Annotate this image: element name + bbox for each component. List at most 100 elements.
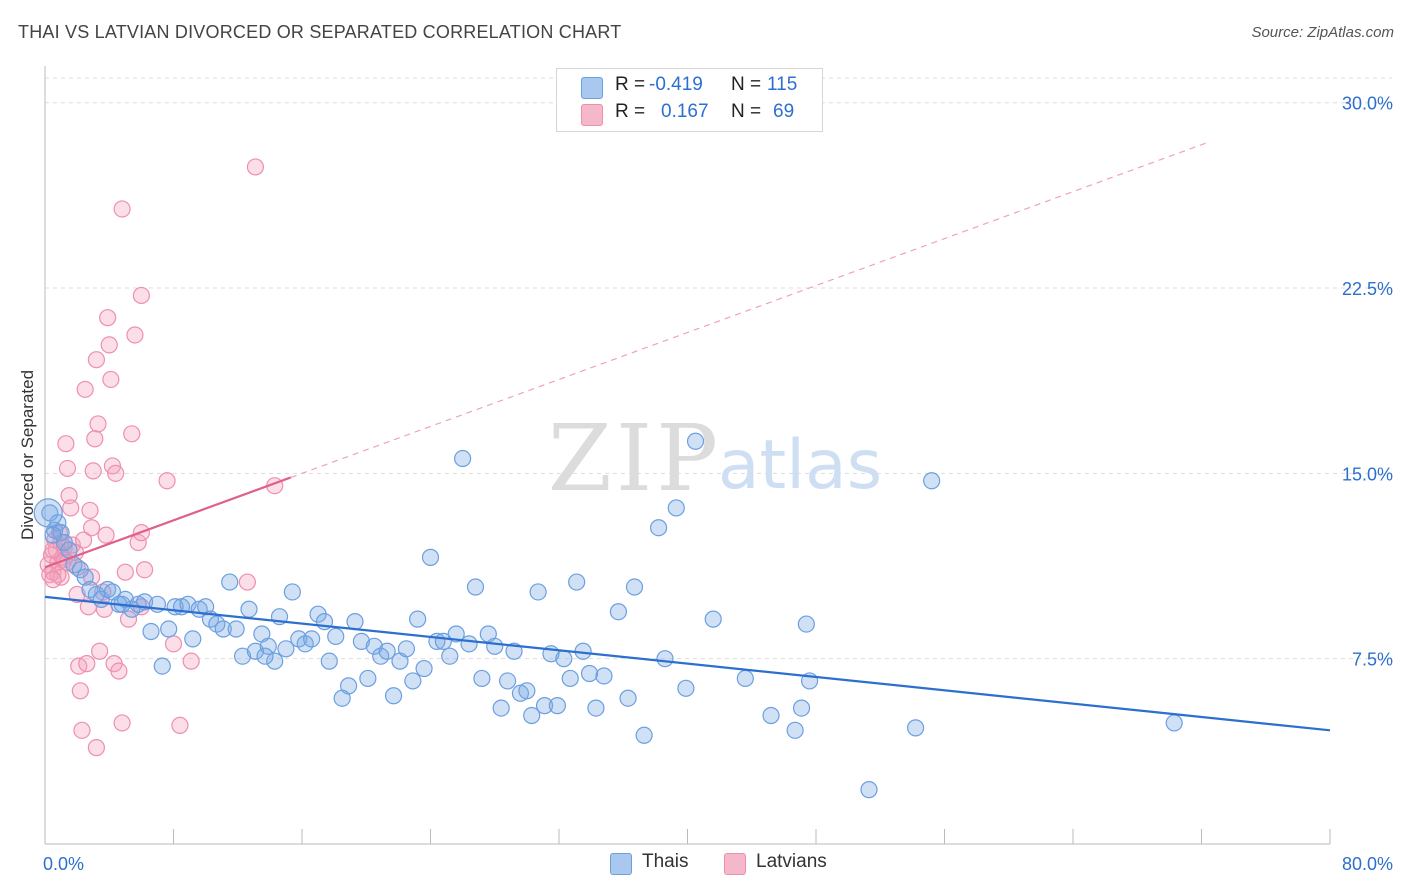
latvians-point	[81, 501, 99, 520]
latvians-point	[116, 563, 134, 581]
thais-point	[320, 652, 338, 670]
latvians-point	[71, 682, 89, 700]
legend-swatch-latvians	[581, 104, 603, 126]
thais-point	[142, 622, 160, 641]
thais-point	[704, 610, 722, 628]
correlation-legend: R = -0.419 N = 115 R = 0.167 N = 69	[556, 68, 823, 132]
thais-point	[384, 687, 403, 705]
latvians-point	[135, 561, 154, 579]
thais-point	[906, 719, 925, 737]
thais-point	[1165, 714, 1183, 732]
thais-point	[339, 677, 358, 695]
thais-point	[283, 583, 301, 601]
thais-point	[454, 449, 472, 468]
thais-point	[587, 699, 605, 717]
latvians-point	[76, 380, 94, 398]
thais-point	[227, 620, 245, 638]
latvians-point	[78, 655, 96, 673]
latvians-point	[110, 662, 128, 680]
thais-point	[214, 620, 232, 638]
latvians-point	[238, 573, 256, 591]
thais-point	[466, 578, 485, 596]
latvians-point	[182, 652, 200, 670]
x-tick-label: 0.0%	[43, 854, 84, 874]
watermark-zip: ZIP	[548, 405, 722, 512]
latvians-point	[100, 336, 118, 354]
latvians-point	[73, 721, 91, 739]
thais-point	[221, 573, 239, 591]
y-tick-label: 15.0%	[1342, 464, 1393, 484]
thais-point	[923, 472, 941, 490]
thais-point	[792, 699, 811, 717]
thais-point	[595, 667, 613, 685]
thais-point	[246, 642, 265, 660]
latvians-point	[87, 351, 106, 369]
thais-point	[492, 699, 510, 717]
thais-point	[153, 657, 171, 675]
latvians-point	[84, 462, 102, 480]
thais-point	[736, 669, 754, 688]
thais-point	[529, 583, 547, 601]
thais-point	[240, 600, 258, 618]
legend-swatch-latvians	[724, 853, 746, 875]
thais-point	[233, 647, 252, 665]
legend-label-latvians: Latvians	[756, 851, 827, 872]
thais-point	[561, 669, 579, 688]
latvians-point	[68, 585, 86, 604]
legend-r-label: R =	[615, 74, 646, 95]
latvians-point	[58, 459, 77, 478]
thais-point	[397, 640, 416, 658]
thais-point	[786, 721, 804, 739]
thais-point	[365, 637, 383, 655]
watermark: ZIP atlas	[548, 405, 882, 512]
thais-point	[677, 679, 695, 697]
legend-n-label: N =	[731, 74, 762, 95]
thais-point	[378, 642, 396, 660]
latvians-point	[132, 286, 150, 305]
thais-point	[99, 580, 117, 599]
latvians-point	[91, 642, 109, 660]
latvians-point	[126, 326, 144, 344]
latvians-point	[102, 370, 120, 389]
latvians-point	[129, 533, 147, 552]
thais-point	[160, 620, 178, 638]
latvians-point	[171, 716, 189, 734]
thais-point	[441, 647, 459, 665]
thais-point	[656, 650, 674, 668]
trend-lines	[44, 141, 1331, 732]
thais-point	[505, 642, 523, 660]
latvians-point	[113, 714, 131, 732]
thais-point	[404, 672, 422, 690]
legend-r-label: R =	[615, 101, 646, 122]
thais-point	[667, 499, 685, 517]
x-tick-label: 80.0%	[1342, 854, 1393, 874]
thais-point	[327, 627, 345, 646]
latvians-point	[74, 531, 93, 549]
thais-point	[625, 578, 644, 596]
thais-point	[635, 726, 653, 744]
latvians-point	[158, 472, 176, 490]
thais-point	[303, 630, 321, 648]
latvians-trend-extension	[290, 141, 1210, 479]
thais-point	[447, 625, 465, 643]
thais-point	[499, 672, 517, 690]
y-tick-label: 7.5%	[1352, 650, 1393, 670]
thais-point	[116, 590, 134, 608]
thais-point	[486, 637, 504, 655]
axes	[44, 66, 1331, 845]
thais-point	[686, 432, 705, 450]
latvians-trend-line	[44, 476, 292, 569]
thais-point	[609, 603, 628, 621]
thais-point	[649, 519, 668, 537]
latvians-point	[89, 415, 107, 433]
thais-point	[580, 664, 599, 683]
thais-point	[518, 682, 536, 700]
thais-point	[535, 697, 554, 715]
legend-swatch-thais	[581, 77, 603, 99]
thais-point	[460, 635, 478, 653]
thais-point	[548, 697, 566, 715]
chart-title: THAI VS LATVIAN DIVORCED OR SEPARATED CO…	[18, 22, 622, 42]
latvians-point	[119, 610, 138, 628]
latvians-point	[87, 739, 106, 757]
